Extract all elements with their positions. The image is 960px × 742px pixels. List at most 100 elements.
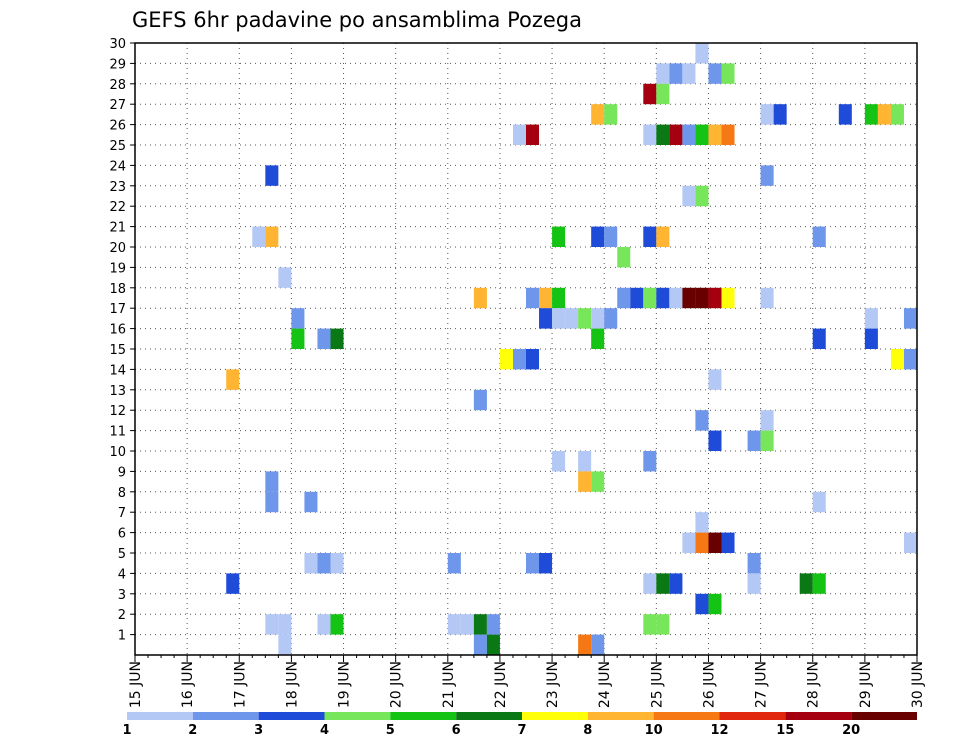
heatmap-cell <box>760 104 774 125</box>
heatmap-cell <box>747 573 761 594</box>
y-tick-label: 10 <box>109 445 126 460</box>
heatmap-cell <box>864 328 878 349</box>
x-tick-label: 20 JUN <box>389 661 405 708</box>
heatmap-cell <box>669 63 683 84</box>
heatmap-cell <box>460 614 474 635</box>
heatmap-cell <box>526 287 540 309</box>
heatmap-cell <box>473 389 487 411</box>
y-tick-label: 13 <box>109 384 126 399</box>
heatmap-cell <box>656 287 670 309</box>
x-tick-label: 24 JUN <box>597 661 613 708</box>
heatmap-cell <box>317 614 331 635</box>
y-tick-label: 12 <box>109 404 126 419</box>
x-tick-label: 21 JUN <box>441 661 457 708</box>
heatmap-cell <box>708 287 722 309</box>
y-tick-label: 24 <box>109 159 126 174</box>
colorbar-swatch <box>127 712 193 720</box>
heatmap-cell <box>656 63 670 84</box>
heatmap-cell <box>708 532 722 553</box>
x-tick-label: 29 JUN <box>858 661 874 708</box>
heatmap-cell <box>656 226 670 247</box>
heatmap-cell <box>721 532 735 553</box>
heatmap-cell <box>578 634 592 655</box>
y-tick-label: 27 <box>109 98 126 113</box>
y-tick-label: 29 <box>109 57 126 72</box>
colorbar-swatch <box>390 712 457 720</box>
y-tick-label: 26 <box>109 119 126 134</box>
heatmap-cell <box>643 614 657 635</box>
heatmap-cell <box>708 124 722 145</box>
y-tick-label: 6 <box>118 527 126 542</box>
heatmap-cell <box>473 287 487 309</box>
heatmap-cell <box>591 226 605 247</box>
y-tick-label: 14 <box>109 363 126 378</box>
heatmap-cell <box>604 104 618 125</box>
heatmap-cell <box>265 471 279 492</box>
colorbar-label: 1 <box>122 723 131 738</box>
heatmap-cell <box>539 553 553 574</box>
heatmap-cell <box>656 83 670 105</box>
heatmap-cell <box>630 287 644 309</box>
colorbar-label: 4 <box>320 723 329 738</box>
heatmap-cell <box>682 63 696 84</box>
colorbar-label: 6 <box>452 723 461 738</box>
heatmap-cell <box>903 532 917 553</box>
heatmap-cell <box>604 308 618 329</box>
colorbar-swatch <box>324 712 391 720</box>
heatmap-cell <box>552 451 566 472</box>
heatmap-cell <box>330 553 344 574</box>
heatmap-cell <box>695 287 709 309</box>
x-tick-label: 15 JUN <box>128 661 144 708</box>
heatmap-cell <box>552 308 566 329</box>
colorbar-swatch <box>192 712 259 720</box>
heatmap-cell <box>864 308 878 329</box>
heatmap-cell <box>643 124 657 145</box>
x-tick-label: 23 JUN <box>545 661 561 708</box>
heatmap-cell <box>721 287 735 309</box>
y-tick-label: 5 <box>118 547 126 562</box>
heatmap-cell <box>747 430 761 451</box>
heatmap-cell <box>721 124 735 145</box>
colorbar-swatch <box>851 712 917 720</box>
heatmap-cell <box>643 451 657 472</box>
heatmap-cell <box>695 532 709 553</box>
colorbar-label: 12 <box>710 723 728 738</box>
heatmap-cell <box>682 185 696 207</box>
heatmap-cell <box>708 63 722 84</box>
heatmap-cell <box>760 165 774 186</box>
y-tick-label: 20 <box>109 241 126 256</box>
heatmap-cell <box>877 104 891 125</box>
colorbar-label: 5 <box>386 723 395 738</box>
x-tick-label: 16 JUN <box>180 661 196 708</box>
heatmap-cell <box>812 573 826 594</box>
x-axis-ticks: 15 JUN 16 JUN 17 JUN 18 JUN 19 JUN 20 JUN 21 J… <box>128 655 926 708</box>
heatmap-cell <box>669 124 683 145</box>
colorbar-label: 8 <box>583 723 592 738</box>
heatmap-cell <box>578 308 592 329</box>
heatmap-cell <box>591 328 605 349</box>
heatmap-cell <box>447 614 461 635</box>
heatmap-cell <box>447 553 461 574</box>
x-tick-label: 18 JUN <box>284 661 300 708</box>
y-tick-label: 25 <box>109 139 126 154</box>
heatmap-cell <box>265 165 279 186</box>
heatmap-cell <box>890 349 904 370</box>
colorbar-swatch <box>719 712 786 720</box>
x-tick-label: 25 JUN <box>649 661 665 708</box>
heatmap-cell <box>695 124 709 145</box>
heatmap-cell <box>226 573 240 594</box>
heatmap-cell <box>265 491 279 513</box>
heatmap-cell <box>265 614 279 635</box>
heatmap-cell <box>708 369 722 390</box>
colorbar-swatch <box>456 712 522 720</box>
colorbar-swatch <box>522 712 588 720</box>
heatmap-cell <box>499 349 513 370</box>
heatmap-cell <box>695 512 709 533</box>
heatmap-cell <box>812 328 826 349</box>
heatmap-cell <box>864 104 878 125</box>
heatmap-cell <box>799 573 813 594</box>
y-axis-ticks: 1234567891011121314151617181920212223242… <box>109 37 135 644</box>
colorbar-label: 10 <box>645 723 663 738</box>
heatmap-cell <box>317 328 331 349</box>
